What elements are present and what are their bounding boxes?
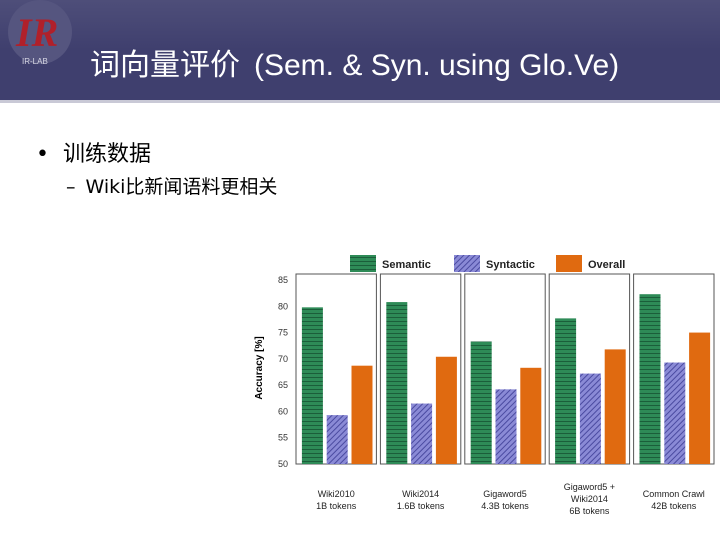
bar-overall [689,332,711,464]
bar-overall [604,349,626,464]
y-tick-label: 80 [278,301,288,311]
x-category-label: Gigaword5 + [564,482,615,492]
accuracy-bar-chart: Semantic Syntactic Overall 85 80 75 70 65 60 55 5… [246,246,720,522]
x-category-label: 1.6B tokens [397,501,445,511]
bar-syntactic [326,415,348,464]
title-chinese: 词向量评价 [90,48,240,83]
legend-swatch [350,255,376,272]
legend-label: Syntactic [486,259,535,271]
x-category-label: 4.3B tokens [481,501,529,511]
bullet-marker: • [36,142,49,167]
y-tick-label: 60 [278,406,288,416]
bar-syntactic [411,403,433,464]
y-tick-label: 70 [278,354,288,364]
title-english: (Sem. & Syn. using Glo.Ve) [254,49,620,82]
y-axis: 85 80 75 70 65 60 55 50 [278,275,288,469]
legend-swatch [454,255,480,272]
sub-bullet: – Wiki比新闻语料更相关 [66,172,277,199]
sub-bullet-text: Wiki比新闻语料更相关 [85,176,278,198]
x-category-label: Wiki2014 [571,494,608,504]
lab-logo-icon: IR IR-LAB [8,0,72,66]
y-tick-label: 50 [278,459,288,469]
svg-text:IR-LAB: IR-LAB [22,57,48,66]
x-category-label: Wiki2010 [318,489,355,499]
bar-overall [351,365,373,464]
bar-syntactic [579,373,601,464]
legend-label: Overall [588,259,625,271]
slide-title: 词向量评价 (Sem. & Syn. using Glo.Ve) [90,40,619,84]
bar-semantic [470,341,492,464]
bullet-point: • 训练数据 [36,136,151,168]
x-category-label: Common Crawl [643,489,705,499]
chart-legend: Semantic Syntactic Overall [350,255,625,272]
bar-semantic [639,294,661,464]
y-tick-label: 75 [278,328,288,338]
legend-label: Semantic [382,259,431,271]
bar-syntactic [664,362,686,464]
bar-semantic [301,307,323,464]
header-divider [0,100,720,103]
sub-bullet-marker: – [66,176,76,198]
bar-overall [435,356,457,464]
x-category-label: Wiki2014 [402,489,439,499]
x-category-label: 6B tokens [569,506,610,516]
bar-semantic [386,302,408,464]
y-tick-label: 65 [278,380,288,390]
svg-text:IR: IR [15,10,58,55]
x-axis: Wiki2010 1B tokens Wiki2014 1.6B tokens Giga… [316,482,705,516]
y-tick-label: 55 [278,433,288,443]
header-shine [0,0,720,50]
x-category-label: 1B tokens [316,501,357,511]
bar-semantic [555,318,577,464]
y-tick-label: 85 [278,275,288,285]
legend-swatch [556,255,582,272]
bars-group [295,273,715,465]
slide-header: IR IR-LAB 词向量评价 (Sem. & Syn. using Glo.Ve… [0,0,720,100]
bullet-text: 训练数据 [62,142,151,167]
x-category-label: 42B tokens [651,501,697,511]
bar-overall [520,367,542,464]
y-axis-label: Accuracy [%] [254,336,265,399]
bar-syntactic [495,389,517,464]
x-category-label: Gigaword5 [483,489,527,499]
